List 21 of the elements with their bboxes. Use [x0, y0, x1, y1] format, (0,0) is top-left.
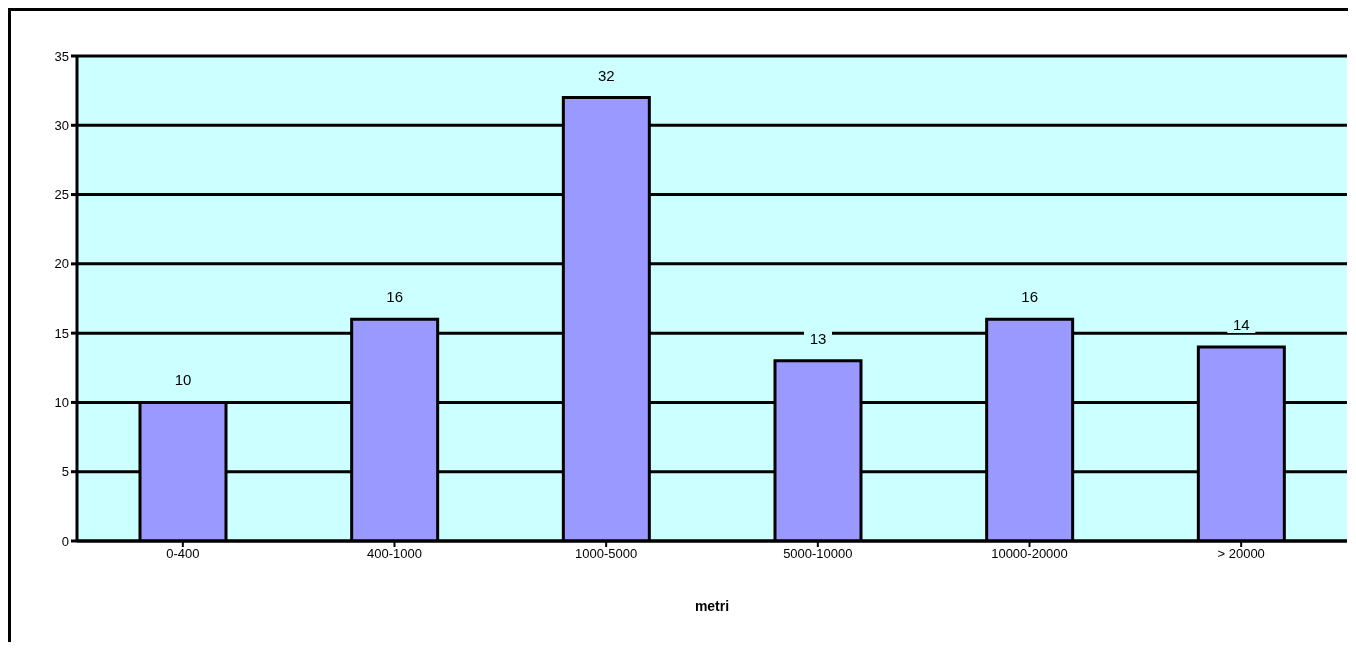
- x-tick-label: 5000-10000: [783, 546, 853, 562]
- x-tick-label: > 20000: [1217, 546, 1265, 562]
- data-label: 16: [386, 288, 404, 306]
- y-tick-label: 35: [54, 48, 69, 64]
- x-axis-title: metri: [694, 598, 730, 614]
- y-tick-label: 0: [61, 533, 69, 549]
- y-tick-label: 15: [54, 325, 69, 341]
- x-tick-label: 10000-20000: [991, 546, 1068, 562]
- y-tick-label: 25: [54, 187, 69, 203]
- y-tick-label: 10: [54, 395, 69, 411]
- x-tick-label: 0-400: [166, 546, 200, 562]
- data-label: 32: [597, 66, 615, 84]
- y-tick-label: 5: [61, 464, 69, 480]
- x-tick-label: 1000-5000: [575, 546, 638, 562]
- y-tick-label: 30: [54, 117, 69, 133]
- data-label: 14: [1232, 316, 1250, 333]
- data-label: 13: [809, 329, 827, 347]
- y-tick-label: 20: [54, 256, 69, 272]
- data-label: 16: [1021, 288, 1039, 306]
- x-tick-label: 400-1000: [367, 546, 422, 562]
- data-label: 10: [174, 371, 192, 389]
